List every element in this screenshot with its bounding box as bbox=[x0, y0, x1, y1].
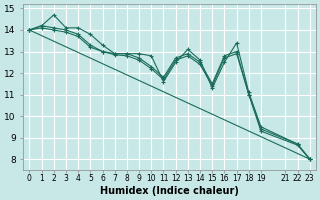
X-axis label: Humidex (Indice chaleur): Humidex (Indice chaleur) bbox=[100, 186, 239, 196]
